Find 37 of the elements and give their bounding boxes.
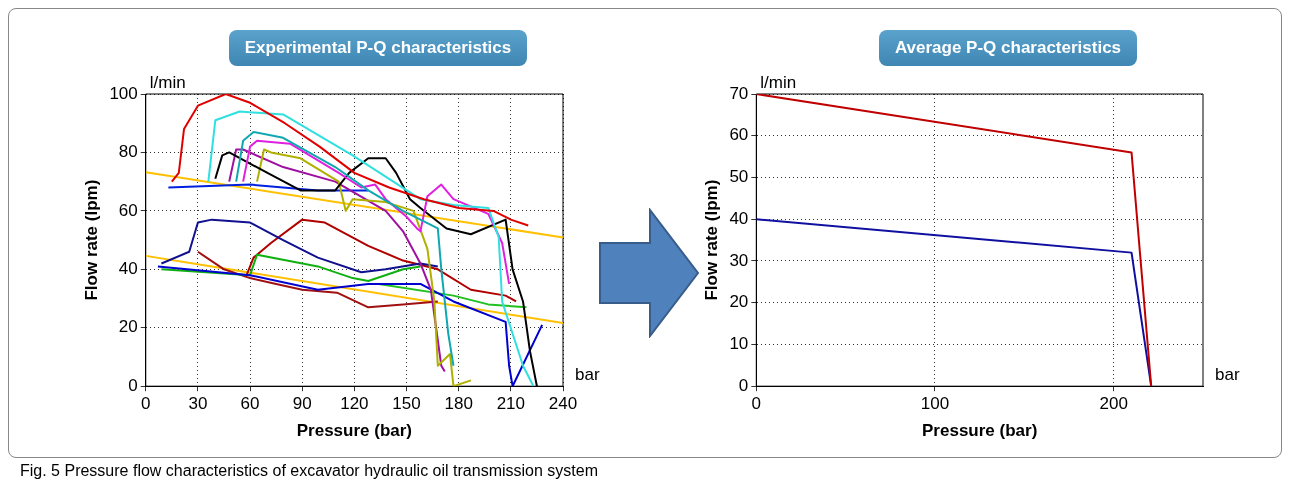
y-tick-label: 100 bbox=[109, 83, 138, 103]
y-axis-title: Flow rate (lpm) bbox=[81, 179, 101, 301]
text: l/min bbox=[760, 73, 797, 93]
y-tick-label: 40 bbox=[118, 259, 138, 279]
y-tick-label: 40 bbox=[729, 208, 749, 228]
text: bar bbox=[575, 365, 600, 385]
text: l/min bbox=[149, 73, 186, 93]
x-tick-label: 30 bbox=[188, 394, 208, 414]
y-tick-label: 80 bbox=[118, 142, 138, 162]
y-tick-label: 30 bbox=[729, 250, 749, 270]
y-tick-label: 10 bbox=[729, 334, 749, 354]
x-tick-label: 0 bbox=[751, 394, 762, 414]
text: bar bbox=[1215, 365, 1240, 385]
chart-title: Average P-Q characteristics bbox=[878, 30, 1138, 66]
y-tick-label: 70 bbox=[729, 83, 749, 103]
x-axis-title: Pressure (bar) bbox=[922, 421, 1038, 441]
y-tick-label: 50 bbox=[729, 167, 749, 187]
chart-title: Experimental P-Q characteristics bbox=[228, 30, 528, 66]
y-tick-label: 20 bbox=[118, 317, 138, 337]
x-axis-title: Pressure (bar) bbox=[296, 421, 413, 441]
y-tick-label: 0 bbox=[128, 375, 138, 395]
x-tick-label: 0 bbox=[141, 394, 151, 414]
y-tick-label: 60 bbox=[118, 200, 138, 220]
caption: Fig. 5 Pressure flow characteristics of excavator hydraulic oil transmission system bbox=[20, 462, 598, 480]
x-tick-label: 90 bbox=[292, 394, 312, 414]
x-tick-label: 150 bbox=[392, 394, 421, 414]
y-axis-title: Flow rate (lpm) bbox=[701, 179, 721, 301]
y-tick-label: 60 bbox=[729, 125, 749, 145]
x-tick-label: 240 bbox=[548, 394, 578, 414]
x-tick-label: 200 bbox=[1099, 394, 1128, 414]
y-tick-label: 20 bbox=[729, 292, 749, 312]
x-tick-label: 100 bbox=[920, 394, 950, 414]
x-tick-label: 60 bbox=[240, 394, 260, 414]
x-tick-label: 180 bbox=[444, 394, 473, 414]
x-tick-label: 120 bbox=[340, 394, 369, 414]
x-tick-label: 210 bbox=[496, 394, 526, 414]
y-tick-label: 0 bbox=[738, 375, 749, 395]
